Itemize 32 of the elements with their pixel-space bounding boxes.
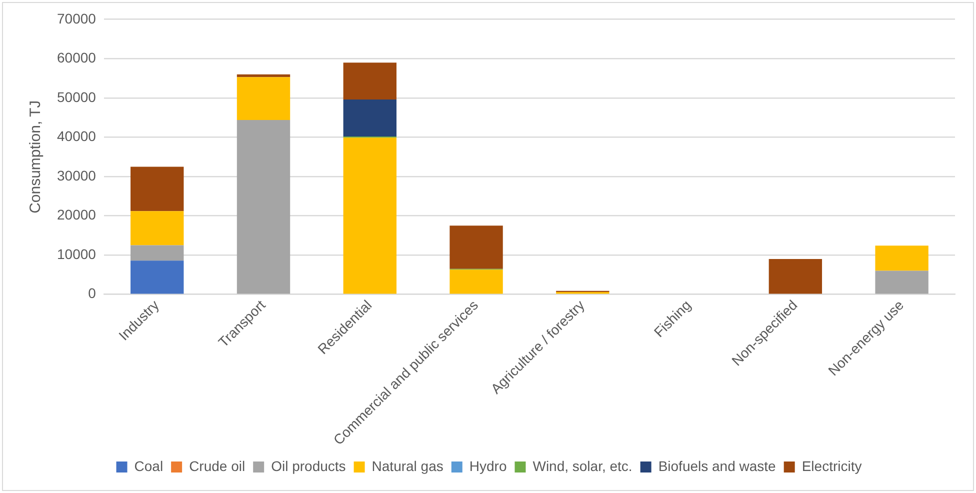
bar xyxy=(875,270,928,294)
bar xyxy=(875,246,928,271)
legend-label: Natural gas xyxy=(372,458,444,474)
y-tick-label: 10000 xyxy=(56,246,96,262)
bar xyxy=(130,211,184,246)
bar xyxy=(343,100,396,136)
bar xyxy=(130,166,184,212)
y-tick-label: 0 xyxy=(88,285,96,302)
bar xyxy=(768,259,822,294)
legend-label: Hydro xyxy=(469,458,507,474)
y-tick-label: 70000 xyxy=(56,10,96,26)
bar xyxy=(450,270,503,294)
y-tick-label: 60000 xyxy=(56,50,96,66)
y-axis-title: Consumption, TJ xyxy=(27,100,44,214)
legend-label: Oil products xyxy=(271,458,346,474)
bar xyxy=(236,120,290,294)
legend-label: Wind, solar, etc. xyxy=(532,458,632,474)
bar xyxy=(130,245,184,261)
bar xyxy=(236,74,290,78)
bar xyxy=(343,138,396,294)
bar xyxy=(130,260,184,294)
bar xyxy=(236,77,290,120)
y-tick-label: 20000 xyxy=(56,206,96,223)
legend-label: Electricity xyxy=(802,458,862,474)
legend-label: Coal xyxy=(134,458,164,474)
bar xyxy=(450,226,503,269)
legend-label: Crude oil xyxy=(189,458,246,474)
y-tick-label: 50000 xyxy=(56,88,96,105)
legend-label: Biofuels and waste xyxy=(658,458,776,474)
y-tick-label: 30000 xyxy=(56,167,96,184)
y-tick-label: 40000 xyxy=(56,128,96,144)
bar xyxy=(343,62,396,100)
